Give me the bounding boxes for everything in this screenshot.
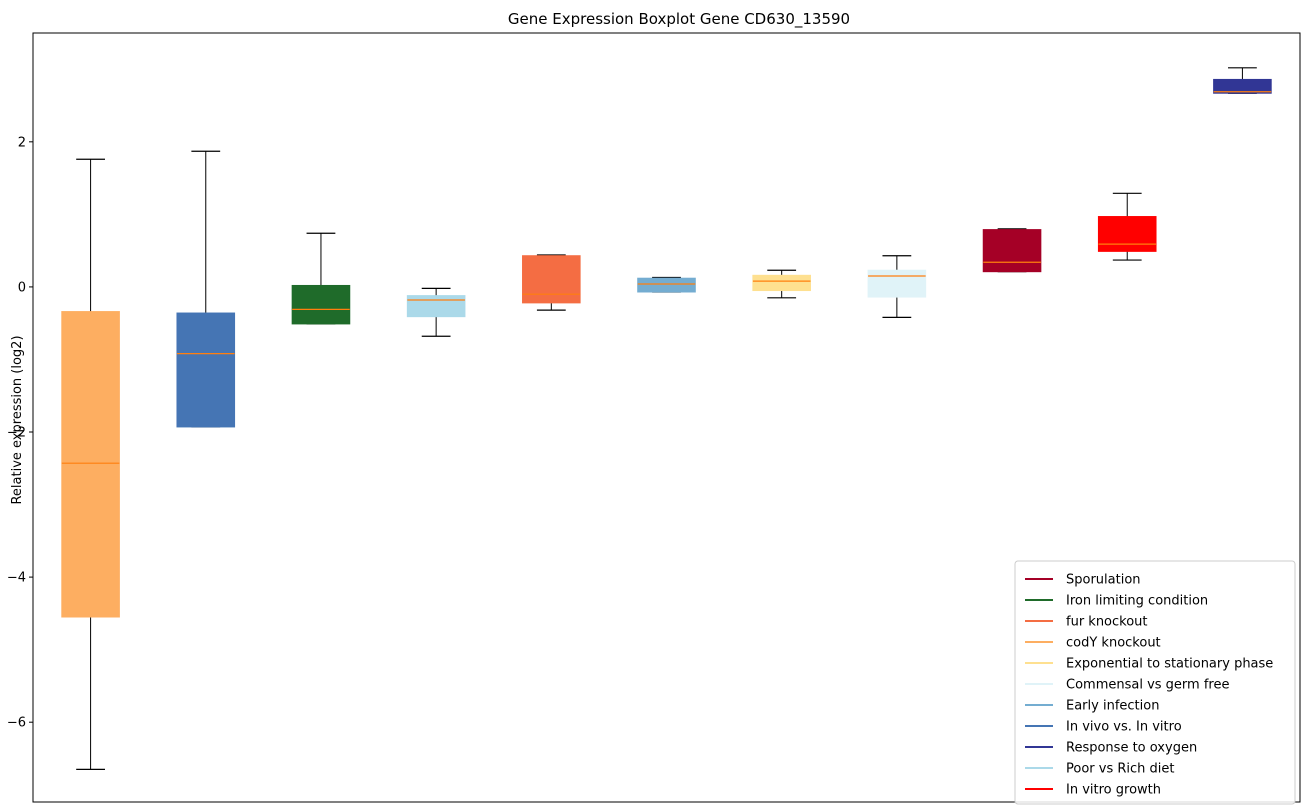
legend-label: Sporulation — [1066, 573, 1141, 588]
axes-layer: 2 0 −2 −4 −6 — [7, 32, 1301, 803]
box-iqr — [61, 311, 120, 618]
box-group — [752, 269, 811, 299]
box-group — [176, 150, 236, 428]
box-group — [637, 276, 696, 293]
box-iqr — [752, 274, 811, 292]
y-tick-label: 2 — [18, 135, 26, 150]
legend-label: Iron limiting condition — [1066, 594, 1208, 609]
box-group — [1097, 192, 1157, 261]
box-iqr — [1097, 216, 1157, 252]
box-iqr — [522, 255, 581, 304]
legend-label: fur knockout — [1066, 615, 1148, 630]
legend: Sporulation Iron limiting condition fur kn… — [1014, 560, 1296, 805]
chart-title: Gene Expression Boxplot Gene CD630_13590 — [508, 10, 850, 29]
legend-label: In vitro growth — [1066, 783, 1161, 798]
boxes-layer — [61, 67, 1272, 770]
plot-frame — [32, 32, 1301, 803]
legend-frame — [1014, 560, 1296, 805]
legend-label: Early infection — [1066, 699, 1159, 714]
legend-label: Response to oxygen — [1066, 741, 1197, 756]
box-iqr — [982, 229, 1042, 273]
box-group — [61, 158, 120, 770]
box-group — [291, 232, 351, 325]
legend-label: codY knockout — [1066, 636, 1161, 651]
box-iqr — [291, 284, 351, 325]
box-iqr — [867, 269, 927, 298]
y-tick-label: 0 — [18, 280, 26, 295]
y-tick-label: −6 — [7, 716, 26, 731]
box-group — [522, 254, 581, 311]
box-iqr — [176, 312, 236, 428]
legend-label: Poor vs Rich diet — [1066, 762, 1174, 777]
legend-label: Commensal vs germ free — [1066, 678, 1229, 693]
y-tick-label: −2 — [7, 426, 26, 441]
box-group — [406, 287, 466, 337]
legend-label: In vivo vs. In vitro — [1066, 720, 1182, 735]
legend-label: Exponential to stationary phase — [1066, 657, 1273, 672]
box-iqr — [406, 295, 466, 318]
y-tick-label: −4 — [7, 571, 26, 586]
box-group — [1213, 67, 1272, 94]
y-axis-label: Relative expression (log2) — [10, 335, 25, 504]
box-iqr — [637, 277, 696, 293]
box-group — [982, 228, 1042, 273]
box-iqr — [1213, 78, 1272, 94]
box-group — [867, 255, 927, 318]
